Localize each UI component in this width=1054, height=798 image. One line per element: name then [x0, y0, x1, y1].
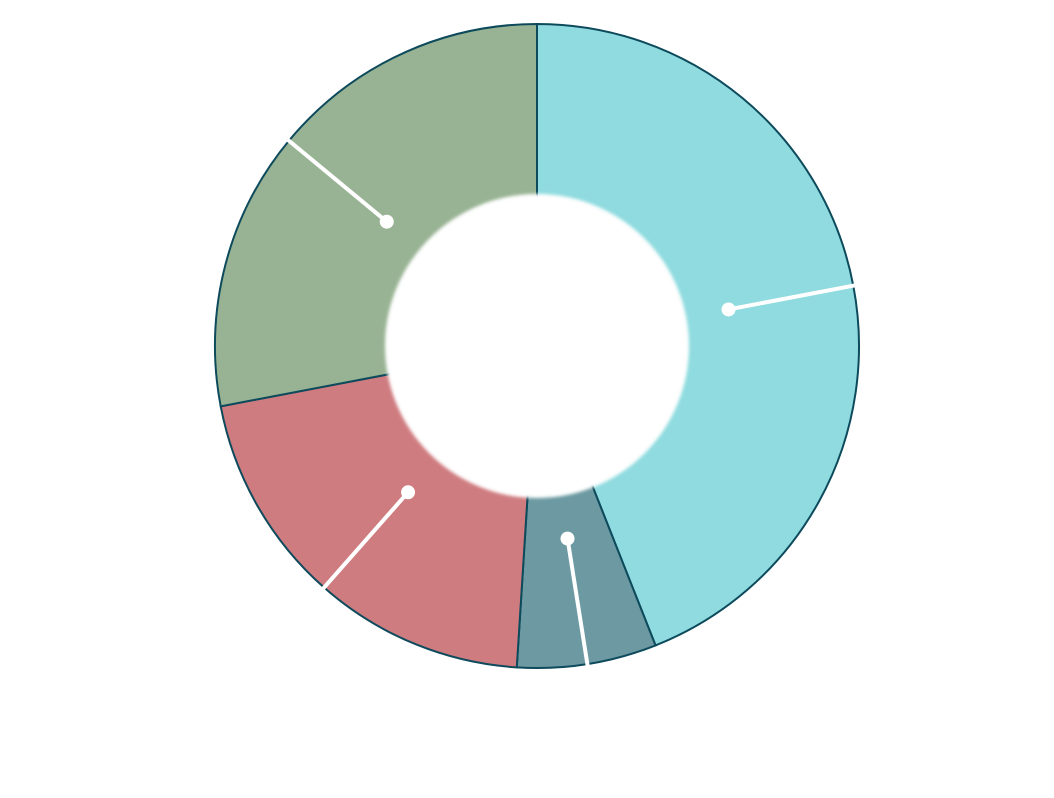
leader-dot-4: [379, 214, 394, 229]
slices-layer: [214, 22, 860, 669]
leader-line-3: [314, 490, 410, 598]
leader-line-1: [728, 281, 866, 312]
leader-dot-2: [560, 531, 575, 546]
donut-center-hole: [385, 194, 689, 498]
leader-line-4: [278, 131, 389, 224]
leader-dot-3: [401, 485, 416, 500]
leaders-layer: [278, 131, 866, 677]
leader-dot-1: [721, 302, 736, 317]
leader-line-2: [565, 538, 592, 677]
